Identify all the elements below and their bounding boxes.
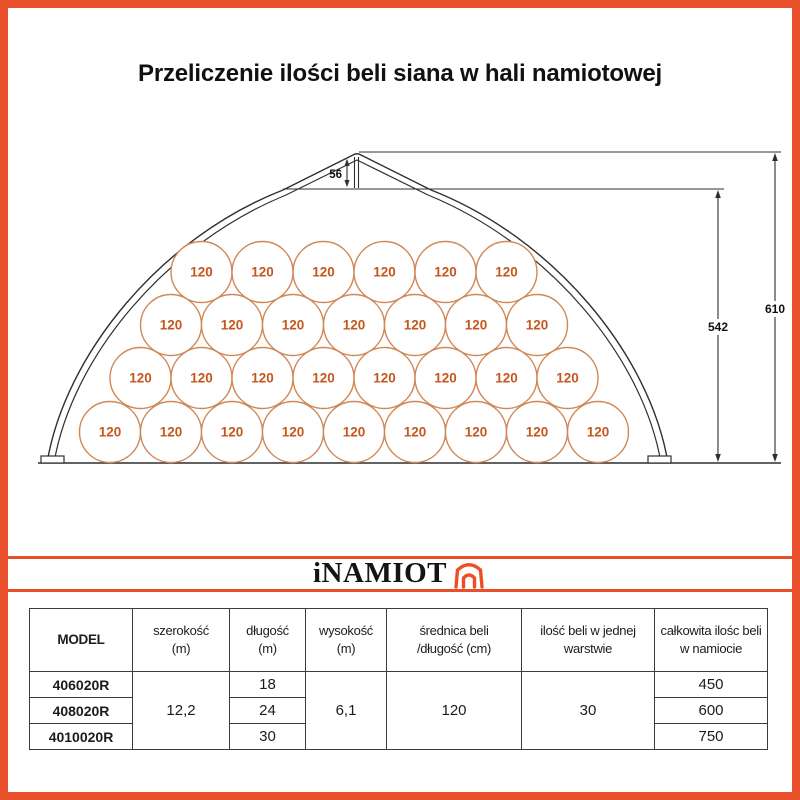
hay-bale-label: 120 [312, 371, 335, 386]
divider-line-top [0, 556, 800, 559]
hay-bale-circle [505, 293, 569, 357]
dim-542-label-bg [699, 319, 737, 335]
hay-bale-label: 120 [434, 371, 457, 386]
bale-group: 120 120 120 120 120 120 120 120 120 120 120 120 120 1… [78, 240, 630, 464]
dim-542-label: 542 [708, 320, 728, 334]
hay-bale-label: 120 [343, 425, 366, 440]
hay-bale-label: 120 [373, 265, 396, 280]
col-header-szerokosc: szerokość (m) [132, 608, 230, 672]
col-header-calkowita: całkowita ilośc beli w namiocie [654, 608, 768, 672]
hay-bale-label: 120 [190, 371, 213, 386]
table-header-row: MODEL szerokość (m) długość (m) wysokość (m… [29, 608, 768, 672]
hay-bale-label: 120 [404, 425, 427, 440]
hay-bale-label: 120 [221, 318, 244, 333]
brand-logo-text: iNAMIOT [313, 556, 447, 589]
hay-bale-label: 120 [129, 371, 152, 386]
hay-bale-circle [566, 400, 630, 464]
cell-model-1: 406020R [29, 671, 133, 698]
col-header-wysokosc: wysokość (m) [305, 608, 387, 672]
hay-bale-label: 120 [373, 371, 396, 386]
col-header-srednica: średnica beli/długość (cm) [386, 608, 522, 672]
hay-bale-label: 120 [312, 265, 335, 280]
hay-bale-label: 120 [465, 425, 488, 440]
cell-srednica: 120 [386, 671, 522, 750]
cell-calkowita-1: 450 [654, 671, 768, 698]
hay-bale-label: 120 [404, 318, 427, 333]
table-row: 4010020R 30 750 [29, 723, 768, 750]
hay-bale-label: 120 [221, 425, 244, 440]
cell-dlugosc-3: 30 [229, 723, 306, 750]
hay-bale-label: 120 [282, 425, 305, 440]
cell-dlugosc-2: 24 [229, 697, 306, 724]
hay-bale-label: 120 [495, 265, 518, 280]
tent-arch-inner [53, 159, 662, 464]
col-header-model: MODEL [29, 608, 133, 672]
cell-calkowita-3: 750 [654, 723, 768, 750]
hay-bale-label: 120 [190, 265, 213, 280]
hay-bale-label: 120 [556, 371, 579, 386]
dim-542-arrow-up [715, 190, 721, 198]
hay-bale-label: 120 [526, 425, 549, 440]
cell-model-3: 4010020R [29, 723, 133, 750]
cell-model-2: 408020R [29, 697, 133, 724]
dim-56-arrow-up [344, 159, 350, 166]
hay-bale-label: 120 [434, 265, 457, 280]
tent-arch-outer [46, 153, 669, 464]
table-row: 406020R 12,2 18 6,1 120 30 450 [29, 671, 768, 750]
col-header-ilosc-warstwa: ilość beli w jednej warstwie [521, 608, 655, 672]
hay-bale-label: 120 [465, 318, 488, 333]
divider-line-bottom [0, 589, 800, 592]
hay-bale-circle [536, 346, 599, 410]
hay-bale-label: 120 [160, 425, 183, 440]
hay-bale-label: 120 [251, 371, 274, 386]
dim-610-arrow-up [772, 153, 778, 161]
dim-542-arrow-down [715, 454, 721, 462]
hay-bale-label: 120 [99, 425, 122, 440]
cell-ilosc-warstwa: 30 [521, 671, 655, 750]
dim-56-label: 56 [329, 169, 342, 181]
hay-bale-label: 120 [526, 318, 549, 333]
dim-56-arrow-down [344, 180, 350, 187]
brand-logo: iNAMIOT [0, 556, 800, 589]
cell-calkowita-2: 600 [654, 697, 768, 724]
hay-bale-label: 120 [251, 265, 274, 280]
hay-bale-label: 120 [160, 318, 183, 333]
tent-foot-right [647, 455, 672, 464]
tent-house-icon [454, 563, 484, 589]
spec-table: MODEL szerokość (m) długość (m) wysokość (m… [29, 608, 768, 750]
hay-bale-label: 120 [282, 318, 305, 333]
hay-bale-label: 120 [587, 425, 610, 440]
col-header-dlugosc: długość (m) [229, 608, 306, 672]
tent-foot-left [40, 455, 65, 464]
hay-bale-label: 120 [343, 318, 366, 333]
hay-bale-label: 120 [495, 371, 518, 386]
cell-wysokosc: 6,1 [305, 671, 387, 750]
hay-bale-circle [475, 240, 538, 304]
cell-szerokosc: 12,2 [132, 671, 230, 750]
page-title: Przeliczenie ilości beli siana w hali na… [138, 60, 662, 87]
dim-610-label: 610 [765, 302, 785, 316]
dim-610-label-bg [756, 301, 794, 317]
cell-dlugosc-1: 18 [229, 671, 306, 698]
dim-610-arrow-down [772, 454, 778, 462]
